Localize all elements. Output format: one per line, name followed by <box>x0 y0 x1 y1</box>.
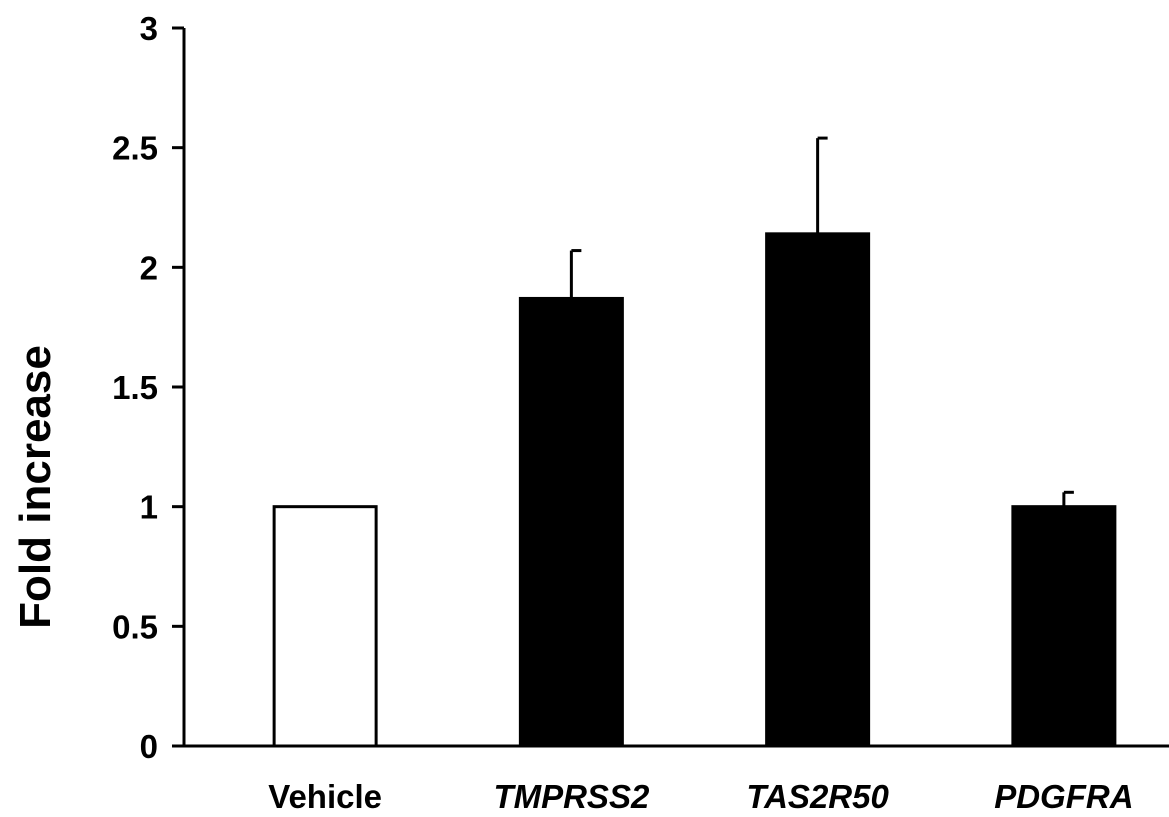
bar-tmprss2 <box>518 296 624 748</box>
x-tick-label: PDGFRA <box>994 778 1133 815</box>
y-tick-label: 1.5 <box>112 369 158 406</box>
x-tick-label: Vehicle <box>268 778 382 815</box>
y-tick-label: 0 <box>140 728 158 765</box>
y-ticks-layer: 0 0.5 1 1.5 2 2.5 3 <box>112 10 184 765</box>
y-axis-title: Fold increase <box>11 345 60 629</box>
y-tick-label: 3 <box>140 10 158 47</box>
x-tick-labels-layer: Vehicle TMPRSS2 TAS2R50 PDGFRA <box>268 778 1133 815</box>
bars-layer <box>272 232 1117 748</box>
y-tick-label: 2.5 <box>112 130 158 167</box>
x-tick-label: TAS2R50 <box>746 778 889 815</box>
x-tick-label: TMPRSS2 <box>493 778 650 815</box>
bar-tas2r50 <box>765 232 871 748</box>
error-bars-layer <box>569 136 1074 507</box>
y-tick-label: 0.5 <box>112 608 158 645</box>
bar-vehicle <box>272 505 378 748</box>
y-tick-label: 2 <box>140 249 158 286</box>
bar-pdgfra <box>1011 505 1117 748</box>
y-tick-label: 1 <box>140 489 158 526</box>
